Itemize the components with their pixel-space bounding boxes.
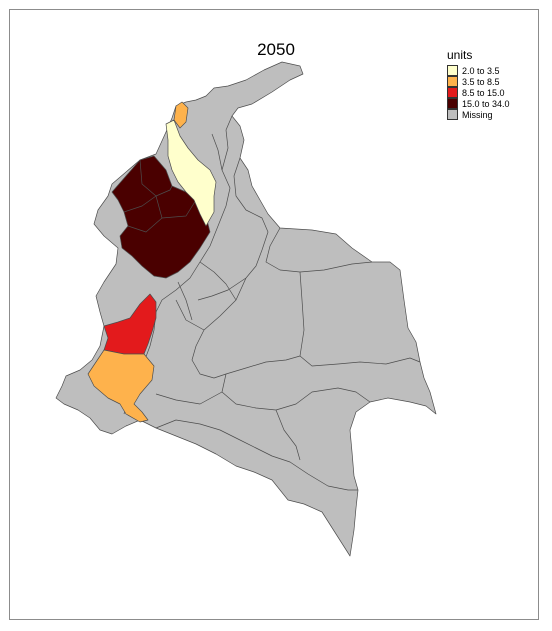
region-2-to-3-5 [165,119,217,227]
region-3-5-to-8-5-southwest [87,349,155,423]
legend-swatch [447,76,458,87]
region-3-5-to-8-5-north [173,101,189,129]
legend: units 2.0 to 3.5 3.5 to 8.5 8.5 to 15.0 … [447,48,510,120]
legend-swatch [447,65,458,76]
legend-item: 2.0 to 3.5 [447,65,510,76]
region-15-to-34 [111,155,211,279]
legend-label: Missing [462,109,493,120]
legend-item: 8.5 to 15.0 [447,87,510,98]
legend-item: 15.0 to 34.0 [447,98,510,109]
legend-swatch [447,109,458,120]
legend-label: 2.0 to 3.5 [462,65,500,76]
legend-label: 3.5 to 8.5 [462,76,500,87]
legend-label: 8.5 to 15.0 [462,87,505,98]
legend-item: 3.5 to 8.5 [447,76,510,87]
legend-title: units [447,48,473,62]
legend-item: Missing [447,109,510,120]
region-missing-country [55,61,437,557]
legend-swatch [447,98,458,109]
legend-swatch [447,87,458,98]
map-title: 2050 [257,40,295,59]
legend-label: 15.0 to 34.0 [462,98,510,109]
